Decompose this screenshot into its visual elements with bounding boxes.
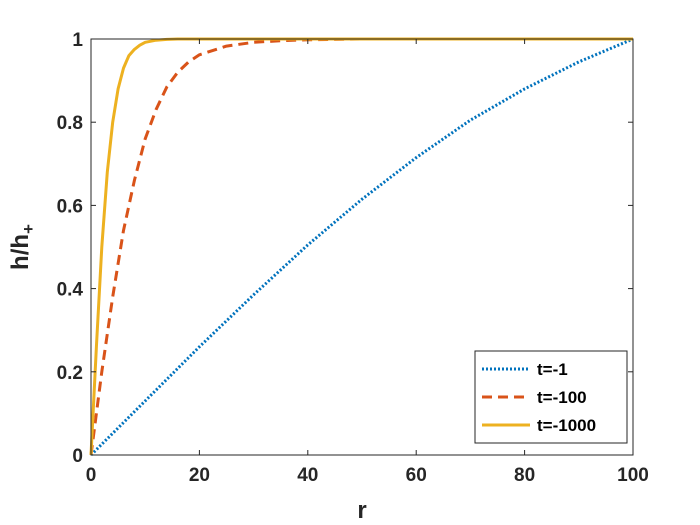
x-tick-labels: 0 20 40 60 80 100 <box>86 465 649 486</box>
x-tick-label: 20 <box>189 465 210 486</box>
y-tick-label: 0 <box>72 446 83 467</box>
x-tick-label: 40 <box>297 465 318 486</box>
ticks-layer <box>90 38 634 456</box>
x-axis-title: r <box>357 497 366 524</box>
plot-frame <box>90 38 634 456</box>
legend: t=-1 t=-100 t=-1000 <box>474 350 628 444</box>
y-axis-title-subscript: + <box>19 224 38 234</box>
y-tick-label: 0.4 <box>57 280 84 301</box>
x-tick-label: 100 <box>617 465 649 486</box>
x-tick-label: 60 <box>406 465 427 486</box>
y-tick-labels: 0 0.2 0.4 0.6 0.8 1 <box>57 30 84 467</box>
y-tick-label: 0.2 <box>57 363 83 384</box>
x-tick-label: 80 <box>514 465 535 486</box>
y-axis-title: h/h+ <box>7 224 38 270</box>
y-tick-label: 1 <box>72 30 83 51</box>
legend-label-t-1: t=-1 <box>537 360 568 379</box>
legend-label-t-1000: t=-1000 <box>537 416 596 435</box>
x-tick-label: 0 <box>86 465 97 486</box>
y-axis-title-main: h/h <box>7 234 34 270</box>
y-tick-label: 0.8 <box>57 113 83 134</box>
series-line-t=-1 <box>89 37 634 457</box>
y-tick-label: 0.6 <box>57 196 83 217</box>
legend-label-t-100: t=-100 <box>537 388 587 407</box>
